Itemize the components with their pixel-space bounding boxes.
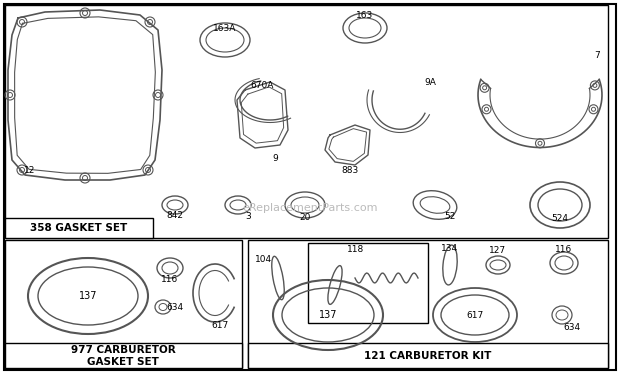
Text: 127: 127	[489, 245, 507, 254]
Text: 163A: 163A	[213, 24, 237, 33]
Text: 9A: 9A	[424, 77, 436, 86]
Text: 116: 116	[161, 276, 179, 285]
Bar	[308, 243, 428, 323]
Bar	[5, 5, 608, 238]
Text: eReplacementParts.com: eReplacementParts.com	[242, 203, 378, 213]
Text: 52: 52	[445, 212, 456, 221]
Text: 137: 137	[319, 310, 337, 320]
Text: 670A: 670A	[250, 80, 273, 89]
Bar	[5, 240, 242, 368]
Text: 358 GASKET SET: 358 GASKET SET	[30, 223, 128, 233]
Text: 12: 12	[24, 166, 36, 175]
Text: 977 CARBURETOR
GASKET SET: 977 CARBURETOR GASKET SET	[71, 345, 175, 367]
Text: 634: 634	[564, 324, 580, 332]
Text: 617: 617	[466, 310, 484, 319]
Text: 121 CARBURETOR KIT: 121 CARBURETOR KIT	[365, 351, 492, 361]
Text: 3: 3	[245, 212, 251, 221]
Text: 617: 617	[211, 322, 229, 331]
Text: 634: 634	[166, 303, 184, 312]
Text: 9: 9	[272, 153, 278, 162]
Text: 842: 842	[167, 211, 184, 220]
Bar	[248, 240, 608, 368]
Text: 883: 883	[342, 166, 358, 175]
Text: 118: 118	[347, 245, 365, 254]
Text: 104: 104	[255, 255, 273, 264]
Text: 134: 134	[441, 243, 459, 252]
Text: 137: 137	[79, 291, 97, 301]
Text: 7: 7	[594, 50, 600, 59]
Text: 163: 163	[356, 10, 374, 19]
Text: 20: 20	[299, 212, 311, 221]
Bar	[5, 218, 153, 238]
Bar	[5, 343, 242, 368]
Text: 116: 116	[556, 245, 573, 254]
Text: 524: 524	[552, 214, 569, 223]
Bar	[248, 343, 608, 368]
